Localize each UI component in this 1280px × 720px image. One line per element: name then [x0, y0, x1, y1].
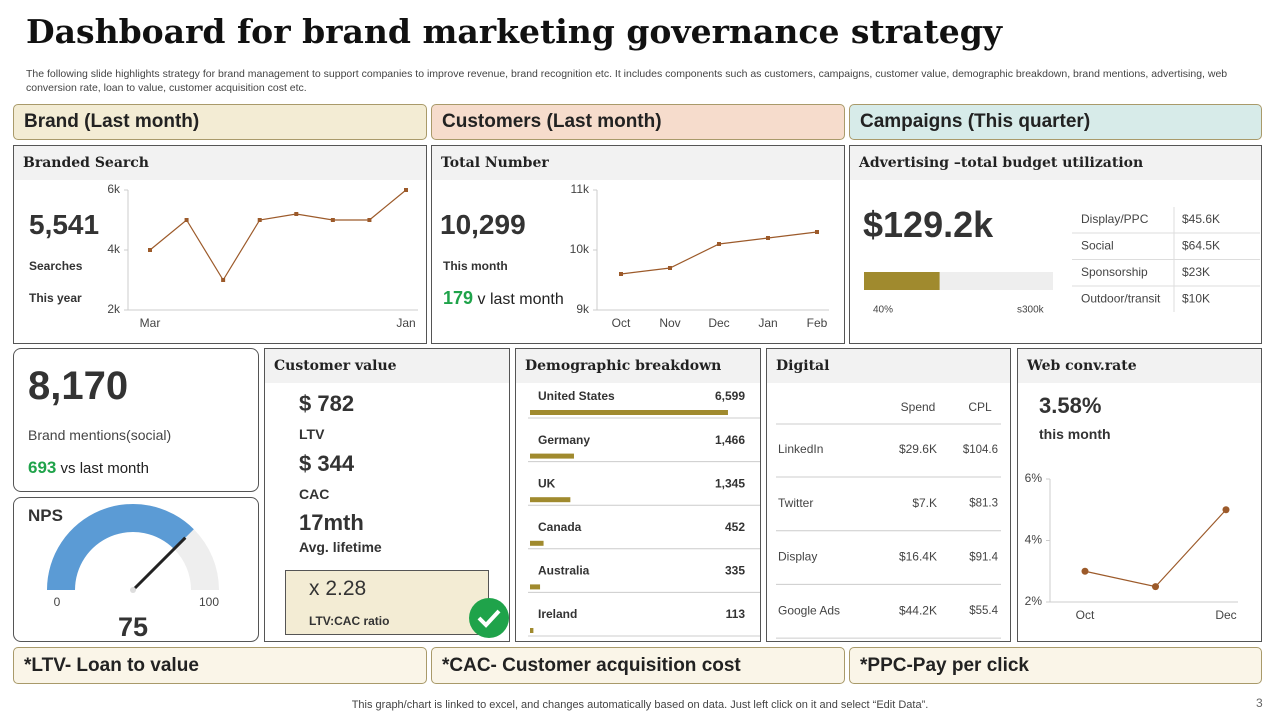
panel: Advertising –total budget utilization [849, 145, 1262, 344]
kpi-label: This month [443, 259, 508, 273]
section-header: Customers (Last month) [431, 104, 845, 140]
panel: Total Number [431, 145, 845, 344]
metric-label: LTV [299, 426, 325, 442]
kpi-change: 179 v last month [443, 288, 564, 309]
footnote: *LTV- Loan to value [13, 647, 427, 684]
panel-title: Digital [767, 349, 1010, 383]
section-header: Brand (Last month) [13, 104, 427, 140]
kpi-change: 693 vs last month [28, 458, 149, 478]
kpi-value: 8,170 [28, 364, 129, 408]
ratio-label: LTV:CAC ratio [309, 614, 390, 628]
subtitle: The following slide highlights strategy … [26, 68, 1228, 94]
metric-value: $ 782 [299, 391, 355, 416]
ratio-value: x 2.28 [309, 577, 367, 600]
panel-title: Branded Search [14, 146, 426, 180]
metric-value: 17mth [299, 510, 364, 535]
kpi-value: $129.2k [863, 204, 994, 245]
panel-title: Total Number [432, 146, 844, 180]
change-label: v last month [477, 291, 564, 308]
panel [13, 497, 259, 642]
title: Dashboard for brand marketing governance… [26, 12, 1003, 51]
footnote: *PPC-Pay per click [849, 647, 1262, 684]
kpi-value: 10,299 [440, 209, 526, 240]
change-value: 693 [28, 458, 57, 477]
panel: Digital [766, 348, 1011, 642]
ratio-box [285, 570, 489, 635]
metric-label: CAC [299, 486, 330, 502]
metric-value: $ 344 [299, 451, 355, 476]
panel-title: NPS [28, 506, 63, 525]
change-value: 179 [443, 288, 474, 308]
panel [13, 348, 259, 492]
kpi-label: Searches [29, 259, 83, 273]
kpi-label: Brand mentions(social) [28, 427, 172, 443]
metric-label: Avg. lifetime [299, 539, 382, 555]
section-header: Campaigns (This quarter) [849, 104, 1262, 140]
kpi-period: This year [29, 291, 82, 305]
page-number: 3 [1256, 696, 1263, 710]
panel-title: Advertising –total budget utilization [850, 146, 1261, 180]
panel: Demographic breakdown [515, 348, 761, 642]
note: This graph/chart is linked to excel, and… [351, 699, 929, 711]
kpi-value: 5,541 [29, 209, 100, 240]
kpi-label: this month [1039, 426, 1111, 442]
panel: Web conv.rate [1017, 348, 1262, 642]
panel-title: Web conv.rate [1018, 349, 1261, 383]
footnote: *CAC- Customer acquisition cost [431, 647, 845, 684]
panel: Branded Search [13, 145, 427, 344]
panel-title: Demographic breakdown [516, 349, 760, 383]
panel: Customer value [264, 348, 510, 642]
panel-title: Customer value [265, 349, 509, 383]
change-label: vs last month [60, 460, 149, 477]
kpi-value: 3.58% [1039, 393, 1102, 418]
